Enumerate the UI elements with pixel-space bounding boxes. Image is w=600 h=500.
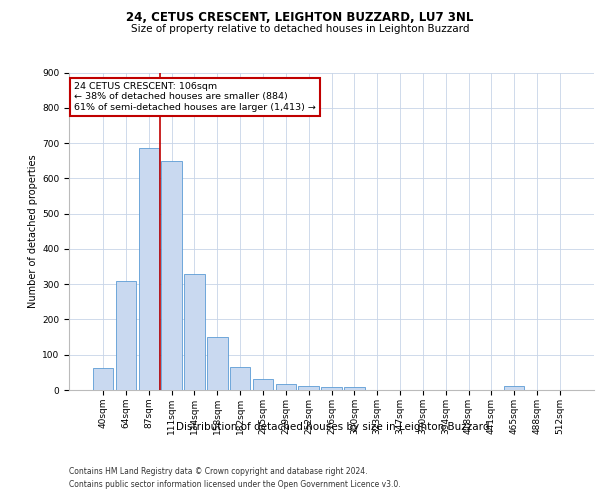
Bar bbox=[116, 280, 136, 390]
Text: Contains public sector information licensed under the Open Government Licence v3: Contains public sector information licen… bbox=[69, 480, 401, 489]
Bar bbox=[344, 387, 365, 390]
Y-axis label: Number of detached properties: Number of detached properties bbox=[28, 154, 38, 308]
Bar bbox=[298, 386, 319, 390]
Bar bbox=[161, 160, 182, 390]
Bar bbox=[275, 384, 296, 390]
Text: Distribution of detached houses by size in Leighton Buzzard: Distribution of detached houses by size … bbox=[176, 422, 490, 432]
Bar bbox=[253, 380, 273, 390]
Text: 24, CETUS CRESCENT, LEIGHTON BUZZARD, LU7 3NL: 24, CETUS CRESCENT, LEIGHTON BUZZARD, LU… bbox=[127, 11, 473, 24]
Bar bbox=[230, 367, 250, 390]
Bar bbox=[139, 148, 159, 390]
Bar bbox=[321, 387, 342, 390]
Bar bbox=[207, 337, 227, 390]
Bar bbox=[93, 368, 113, 390]
Text: 24 CETUS CRESCENT: 106sqm
← 38% of detached houses are smaller (884)
61% of semi: 24 CETUS CRESCENT: 106sqm ← 38% of detac… bbox=[74, 82, 316, 112]
Bar bbox=[184, 274, 205, 390]
Text: Size of property relative to detached houses in Leighton Buzzard: Size of property relative to detached ho… bbox=[131, 24, 469, 34]
Text: Contains HM Land Registry data © Crown copyright and database right 2024.: Contains HM Land Registry data © Crown c… bbox=[69, 467, 367, 476]
Bar bbox=[504, 386, 524, 390]
